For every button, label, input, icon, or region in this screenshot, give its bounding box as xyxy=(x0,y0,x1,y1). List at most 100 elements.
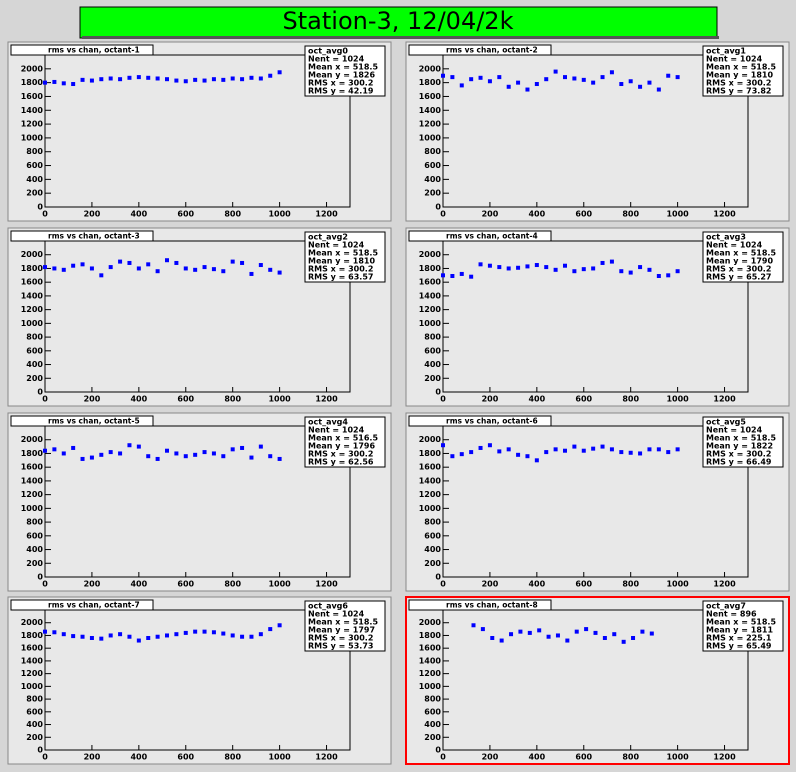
y-tick-label: 1200 xyxy=(419,490,442,499)
x-tick-label: 200 xyxy=(482,210,499,219)
pad-title: rms vs chan, octant-2 xyxy=(446,46,538,55)
y-tick-label: 400 xyxy=(26,360,43,369)
point xyxy=(609,70,614,75)
x-tick-label: 400 xyxy=(130,580,147,589)
point xyxy=(268,73,273,78)
plot-frame xyxy=(44,609,351,751)
pad: 0 200 400 600 800 1000 1200 1400 1600 1800 2000 0 20… xyxy=(7,412,392,592)
point xyxy=(534,263,539,268)
point xyxy=(563,448,567,453)
pad-title-box xyxy=(10,415,154,427)
point xyxy=(638,265,643,270)
point xyxy=(609,447,614,452)
point xyxy=(61,81,66,86)
point xyxy=(497,265,502,270)
x-tick-label: 0 xyxy=(42,210,48,219)
point xyxy=(183,630,188,635)
pad-title: rms vs chan, octant-4 xyxy=(446,232,538,241)
point xyxy=(258,632,263,637)
point xyxy=(249,271,254,276)
stats-box xyxy=(304,45,386,97)
x-tick-label: 800 xyxy=(622,753,639,762)
point xyxy=(183,79,188,84)
point xyxy=(230,633,235,638)
y-tick-label: 800 xyxy=(26,147,43,156)
point xyxy=(221,269,226,274)
pad: 0 200 400 600 800 1000 1200 1400 1600 1800 2000 0 20… xyxy=(405,227,790,407)
point xyxy=(43,629,47,634)
y-tick-label: 1800 xyxy=(21,264,44,273)
y-tick-label: 2000 xyxy=(419,618,442,627)
stats-box xyxy=(702,416,784,468)
point xyxy=(647,267,652,272)
point xyxy=(675,269,680,274)
y-tick-label: 1400 xyxy=(419,291,442,300)
point xyxy=(136,638,141,643)
point xyxy=(525,454,530,459)
point xyxy=(656,87,661,92)
x-tick-label: 800 xyxy=(224,580,241,589)
y-tick-label: 400 xyxy=(26,175,43,184)
x-tick-label: 600 xyxy=(575,580,592,589)
y-tick-label: 800 xyxy=(26,518,43,527)
y-tick-label: 1200 xyxy=(21,669,44,678)
x-tick-label: 600 xyxy=(575,210,592,219)
point xyxy=(71,445,76,450)
point xyxy=(647,447,652,452)
y-tick-label: 1800 xyxy=(21,78,44,87)
point xyxy=(89,78,94,83)
pad: 0 200 400 600 800 1000 1200 1400 1600 1800 2000 0 20… xyxy=(405,596,790,765)
x-tick-label: 400 xyxy=(130,753,147,762)
stats-line: RMS x = 300.2 xyxy=(706,79,771,88)
point xyxy=(480,627,485,632)
point xyxy=(450,75,455,80)
point xyxy=(487,443,492,448)
stats-line: Mean x = 518.5 xyxy=(308,249,378,258)
stats-line: RMS x = 300.2 xyxy=(706,450,771,459)
point xyxy=(99,273,104,278)
x-tick-label: 200 xyxy=(482,580,499,589)
y-tick-label: 200 xyxy=(26,189,43,198)
pad: 0 200 400 600 800 1000 1200 1400 1600 1800 2000 0 20… xyxy=(405,412,790,592)
stats-line: Mean y = 1790 xyxy=(706,257,773,266)
point xyxy=(249,455,254,460)
y-tick-label: 1400 xyxy=(419,656,442,665)
point xyxy=(127,634,132,639)
y-tick-label: 0 xyxy=(435,573,441,582)
point xyxy=(230,259,235,264)
x-tick-label: 1200 xyxy=(713,395,736,404)
y-tick-label: 1600 xyxy=(419,92,442,101)
stats-line: Mean x = 518.5 xyxy=(706,249,776,258)
point xyxy=(61,632,66,637)
y-tick-label: 800 xyxy=(424,147,441,156)
y-tick-label: 600 xyxy=(26,161,43,170)
y-tick-label: 2000 xyxy=(21,250,44,259)
pad-title: rms vs chan, octant-8 xyxy=(446,601,538,610)
y-tick-label: 1400 xyxy=(21,106,44,115)
point xyxy=(277,456,282,461)
y-tick-label: 1000 xyxy=(419,682,442,691)
x-tick-label: 1200 xyxy=(315,395,338,404)
y-tick-label: 1400 xyxy=(21,656,44,665)
pad-title: rms vs chan, octant-6 xyxy=(446,417,538,426)
point xyxy=(487,79,492,84)
point xyxy=(619,82,624,87)
point xyxy=(506,447,511,452)
point xyxy=(656,274,661,279)
x-tick-label: 600 xyxy=(177,395,194,404)
point xyxy=(509,632,514,637)
y-tick-label: 1800 xyxy=(21,449,44,458)
point xyxy=(202,450,207,455)
y-tick-label: 600 xyxy=(424,707,441,716)
point xyxy=(165,448,169,453)
x-tick-label: 1000 xyxy=(666,580,689,589)
stats-line: Mean y = 1822 xyxy=(706,442,773,451)
x-tick-label: 1000 xyxy=(666,210,689,219)
point xyxy=(240,634,245,639)
point xyxy=(628,450,633,455)
x-tick-label: 400 xyxy=(528,753,545,762)
y-tick-label: 600 xyxy=(424,346,441,355)
stats-line: Nent = 1024 xyxy=(308,426,365,435)
y-tick-label: 200 xyxy=(424,374,441,383)
y-tick-label: 800 xyxy=(424,695,441,704)
